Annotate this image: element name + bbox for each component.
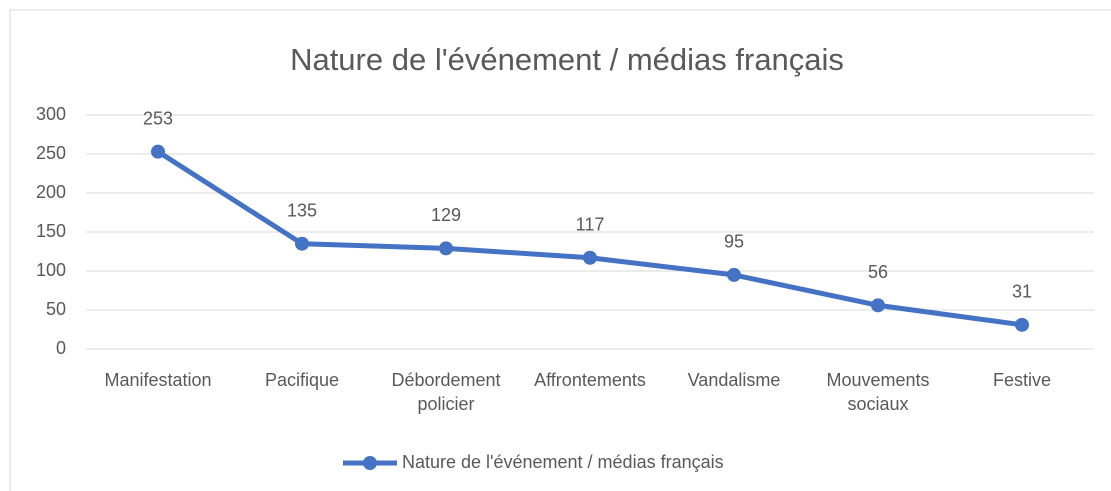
data-label: 56 [868, 262, 888, 282]
y-tick-label: 250 [36, 143, 66, 163]
y-tick-label: 200 [36, 182, 66, 202]
data-point [295, 236, 309, 251]
legend-marker [363, 456, 377, 470]
y-tick-label: 0 [56, 338, 66, 358]
chart-border [9, 9, 1111, 491]
x-tick-label: Manifestation [104, 370, 212, 390]
legend-label: Nature de l'événement / médias français [402, 452, 724, 472]
data-point [583, 250, 597, 265]
data-label: 117 [576, 214, 605, 234]
data-label: 135 [287, 200, 317, 220]
y-tick-label: 150 [36, 221, 66, 241]
x-tick-label: Mouvements sociaux [826, 370, 930, 414]
x-tick-label: Pacifique [264, 370, 340, 390]
data-point [1015, 317, 1029, 332]
data-label: 95 [724, 232, 744, 252]
series-line [156, 149, 1023, 328]
data-label: 253 [143, 108, 173, 128]
x-tick-label: Affrontements [534, 370, 646, 390]
data-label: 31 [1012, 282, 1032, 302]
x-tick-label: Débordement policier [391, 370, 501, 414]
y-tick-label: 50 [46, 299, 66, 319]
x-tick-label: Festive [992, 370, 1052, 390]
y-tick-label: 100 [36, 260, 66, 280]
y-tick-label: 300 [36, 104, 66, 124]
x-tick-label: Vandalisme [687, 370, 781, 390]
data-point [151, 144, 165, 159]
data-point [439, 241, 453, 256]
data-label: 129 [431, 205, 461, 225]
chart-title: Nature de l'événement / médias français [290, 42, 844, 77]
data-point [871, 298, 885, 313]
data-point [727, 267, 741, 282]
